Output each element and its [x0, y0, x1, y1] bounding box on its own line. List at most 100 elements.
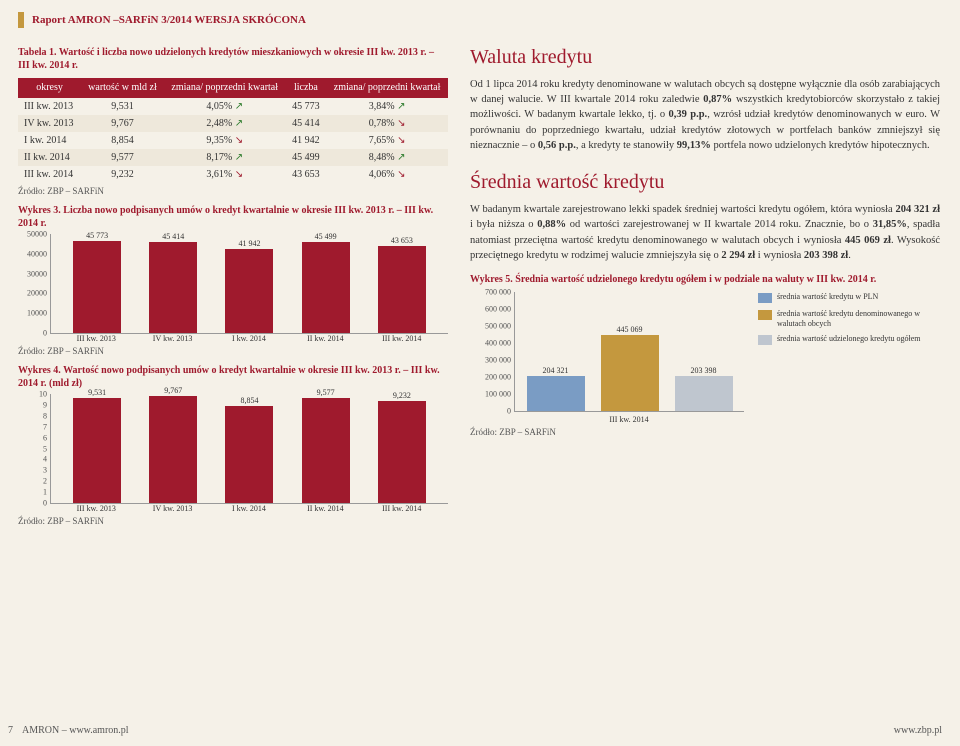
chart4-source: Źródło: ZBP – SARFiN [18, 516, 448, 526]
chart5-ytick: 100 000 [471, 389, 511, 398]
chart-ytick: 5 [19, 444, 47, 453]
table1-cell: 9,531 [81, 98, 164, 115]
chart-ytick: 10 [19, 390, 47, 399]
chart5-ytick: 700 000 [471, 287, 511, 296]
table1-cell: 8,17% ↗ [164, 149, 286, 166]
legend-label: średnia wartość kredytu w PLN [777, 292, 878, 302]
table1-cell: 45 773 [286, 98, 327, 115]
report-header: Raport AMRON –SARFiN 3/2014 WERSJA SKRÓC… [18, 12, 306, 28]
chart5-ytick: 0 [471, 406, 511, 415]
chart-ytick: 8 [19, 411, 47, 420]
chart-bar [149, 242, 197, 333]
chart-ytick: 1 [19, 488, 47, 497]
table1-source: Źródło: ZBP – SARFiN [18, 186, 448, 196]
legend-item: średnia wartość kredytu w PLN [758, 292, 927, 303]
chart-xlabel: III kw. 2014 [372, 504, 432, 513]
table1-header: zmiana/ poprzedni kwartał [164, 78, 286, 98]
table1-header: wartość w mld zł [81, 78, 164, 98]
table1-cell: 4,05% ↗ [164, 98, 286, 115]
chart-ytick: 40000 [19, 249, 47, 258]
table1-cell: I kw. 2014 [18, 132, 81, 149]
chart-ytick: 3 [19, 466, 47, 475]
chart3: 45 77345 41441 94245 49943 653 500004000… [18, 234, 448, 343]
table1-cell: 9,577 [81, 149, 164, 166]
header-accent [18, 12, 24, 28]
chart-ytick: 4 [19, 455, 47, 464]
chart5-ytick: 600 000 [471, 304, 511, 313]
legend-label: średnia wartość kredytu denominowanego w… [777, 309, 927, 328]
table1: okresywartość w mld złzmiana/ poprzedni … [18, 78, 448, 183]
chart-xlabel: II kw. 2014 [295, 504, 355, 513]
chart-ytick: 30000 [19, 269, 47, 278]
chart5-bar-value: 203 398 [691, 366, 717, 375]
chart5-xlabel: III kw. 2014 [514, 415, 744, 424]
chart-xlabel: I kw. 2014 [219, 334, 279, 343]
chart-bar-value: 9,232 [393, 391, 411, 400]
footer-right: www.zbp.pl [894, 725, 942, 736]
chart5-bar [675, 376, 733, 411]
table1-cell: III kw. 2014 [18, 166, 81, 183]
chart-ytick: 0 [19, 499, 47, 508]
chart-ytick: 9 [19, 400, 47, 409]
chart5-bar-value: 204 321 [543, 366, 569, 375]
table1-cell: 3,61% ↘ [164, 166, 286, 183]
waluta-title: Waluta kredytu [470, 46, 940, 69]
chart5-bar-value: 445 069 [617, 325, 643, 334]
page-number: 7 [8, 725, 13, 736]
chart-bar [73, 241, 121, 333]
table1-cell: 9,767 [81, 115, 164, 132]
chart5-bar [527, 376, 585, 411]
srednia-text: W badanym kwartale zarejestrowano lekki … [470, 202, 940, 263]
chart5-ytick: 400 000 [471, 338, 511, 347]
table1-header: zmiana/ poprzedni kwartał [326, 78, 448, 98]
chart5-source: Źródło: ZBP – SARFiN [470, 427, 744, 437]
table1-caption: Tabela 1. Wartość i liczba nowo udzielon… [18, 46, 448, 72]
legend-item: średnia wartość udzielonego kredytu ogół… [758, 334, 927, 345]
chart-bar [225, 249, 273, 333]
header-title: Raport AMRON –SARFiN 3/2014 WERSJA SKRÓC… [32, 14, 306, 26]
chart5-legend: średnia wartość kredytu w PLN średnia war… [758, 292, 927, 351]
chart-bar-value: 8,854 [240, 396, 258, 405]
table1-cell: 45 414 [286, 115, 327, 132]
chart-xlabel: III kw. 2013 [66, 504, 126, 513]
chart-ytick: 0 [19, 329, 47, 338]
chart-bar [378, 401, 426, 503]
chart-bar [302, 242, 350, 333]
table1-cell: 0,78% ↘ [326, 115, 448, 132]
chart4: 9,5319,7678,8549,5779,232 109876543210 I… [18, 394, 448, 513]
footer-left: AMRON – www.amron.pl [22, 725, 129, 736]
chart5-ytick: 500 000 [471, 321, 511, 330]
chart-xlabel: I kw. 2014 [219, 504, 279, 513]
chart-bar [149, 396, 197, 503]
table1-cell: 4,06% ↘ [326, 166, 448, 183]
left-column: Tabela 1. Wartość i liczba nowo udzielon… [18, 46, 448, 526]
chart-bar [378, 246, 426, 333]
table1-header: liczba [286, 78, 327, 98]
chart3-caption: Wykres 3. Liczba nowo podpisanych umów o… [18, 204, 448, 230]
chart-bar-value: 45 499 [315, 232, 337, 241]
chart-ytick: 50000 [19, 230, 47, 239]
chart-bar [73, 398, 121, 503]
table1-cell: 2,48% ↗ [164, 115, 286, 132]
chart-bar-value: 41 942 [238, 239, 260, 248]
table1-cell: 9,232 [81, 166, 164, 183]
chart5: 204 321445 069203 398 700 000600 000500 … [470, 292, 940, 437]
chart-bar-value: 45 773 [86, 231, 108, 240]
table1-cell: 45 499 [286, 149, 327, 166]
table1-cell: 7,65% ↘ [326, 132, 448, 149]
table1-cell: II kw. 2014 [18, 149, 81, 166]
table1-cell: III kw. 2013 [18, 98, 81, 115]
chart-xlabel: III kw. 2014 [372, 334, 432, 343]
chart-ytick: 7 [19, 422, 47, 431]
chart-xlabel: IV kw. 2013 [143, 504, 203, 513]
legend-swatch [758, 310, 772, 320]
srednia-title: Średnia wartość kredytu [470, 171, 940, 194]
chart5-ytick: 200 000 [471, 372, 511, 381]
legend-swatch [758, 335, 772, 345]
chart-ytick: 20000 [19, 289, 47, 298]
chart-bar-value: 45 414 [162, 232, 184, 241]
chart-bar-value: 9,767 [164, 386, 182, 395]
chart3-source: Źródło: ZBP – SARFiN [18, 346, 448, 356]
chart5-caption: Wykres 5. Średnia wartość udzielonego kr… [470, 273, 940, 286]
chart5-bar [601, 335, 659, 411]
